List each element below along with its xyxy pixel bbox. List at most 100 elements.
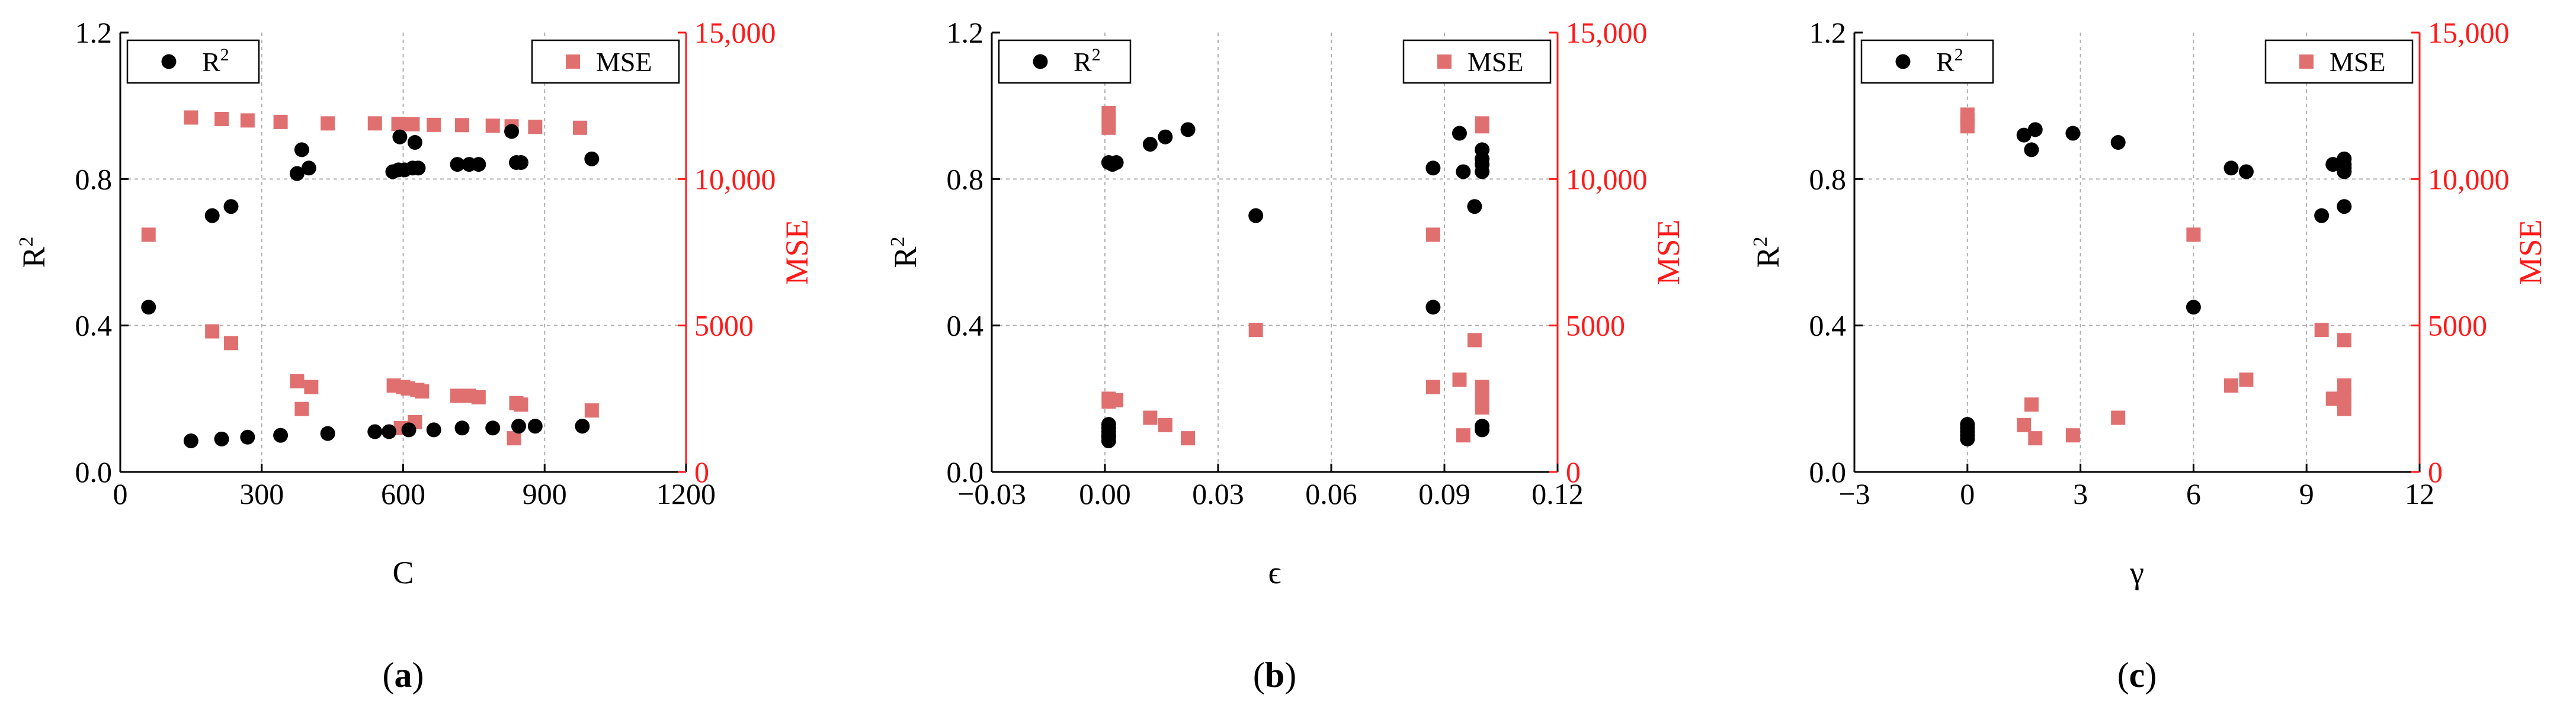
r2-point <box>2027 122 2043 137</box>
panel-label-close: ) <box>2145 656 2157 695</box>
y-tick-label-right: 10,000 <box>2428 162 2510 195</box>
r2-point <box>1101 417 1116 432</box>
x-tick-label: 3 <box>2073 477 2088 510</box>
x-tick-label: 1200 <box>656 477 716 510</box>
r2-point <box>2110 135 2126 150</box>
r2-point <box>2024 142 2039 158</box>
x-tick-label: 9 <box>2299 477 2314 510</box>
panel-label-close: ) <box>1284 656 1296 695</box>
y-tick-label-right: 5000 <box>1566 309 1625 342</box>
mse-point <box>514 397 528 412</box>
r2-point <box>426 422 441 438</box>
mse-point <box>454 118 469 133</box>
y-tick-label-left: 0.8 <box>1809 162 1847 195</box>
legend-r2-label: R2 <box>202 45 229 77</box>
legend-r2-sup: 2 <box>1092 45 1101 65</box>
r2-point <box>301 160 316 176</box>
x-tick-label: 0.03 <box>1192 477 1244 510</box>
panel-label-letter: b <box>1265 656 1284 695</box>
legend-r2-sup: 2 <box>1955 45 1963 65</box>
x-axis-title: ϵ <box>1268 555 1281 590</box>
y-axis-title-right: MSE <box>779 219 815 285</box>
panel-label: (c) <box>2117 656 2157 695</box>
panel-a: 0 300 600 900 1200 0.0 0.4 0.8 1.2 0 5000 10,000 15,… <box>15 16 815 695</box>
mse-point <box>528 120 543 134</box>
mse-point <box>184 110 198 125</box>
r2-point <box>513 155 528 171</box>
y-tick-label-right: 5000 <box>2428 309 2487 342</box>
mse-point <box>415 384 430 399</box>
legend-mse-box <box>531 39 680 84</box>
mse-point <box>391 117 406 131</box>
mse-point <box>290 374 305 388</box>
mse-point <box>214 111 229 126</box>
legend-mse-marker <box>1437 54 1452 69</box>
mse-point <box>1101 106 1116 121</box>
r2-point <box>214 431 229 446</box>
y-axis-title-right: MSE <box>1651 219 1686 285</box>
x-tick-label: 0.00 <box>1079 477 1131 510</box>
panel-label-letter: c <box>2129 656 2145 695</box>
r2-point <box>1142 137 1158 152</box>
mse-point <box>321 116 335 131</box>
x-tick-label: 300 <box>239 477 284 510</box>
y-tick-label-right: 10,000 <box>694 162 776 195</box>
mse-point <box>2065 428 2080 443</box>
legend-mse-label: MSE <box>596 47 652 77</box>
mse-point <box>1467 333 1482 348</box>
r2-point <box>1475 419 1490 434</box>
y-axis-title-left: R2 <box>1750 236 1786 268</box>
r2-point <box>471 157 486 172</box>
mse-point <box>1475 380 1489 394</box>
mse-point <box>427 117 441 132</box>
legend-mse-marker <box>2299 54 2314 69</box>
mse-point <box>2028 431 2043 446</box>
x-tick-label: 0.06 <box>1305 477 1357 510</box>
x-axis-title: γ <box>2129 555 2144 590</box>
r2-point <box>401 422 416 438</box>
y-tick-label-left: 1.2 <box>947 16 984 49</box>
mse-point <box>572 120 587 135</box>
y-axis-title-left-sup: 2 <box>887 236 909 246</box>
legend-r2-sup: 2 <box>220 45 229 65</box>
legend-r2-label: R2 <box>1074 45 1101 77</box>
mse-point <box>2186 227 2201 242</box>
y-tick-label-right: 15,000 <box>1566 16 1648 49</box>
y-tick-label-left: 1.2 <box>1809 16 1847 49</box>
mse-point <box>1475 119 1489 134</box>
y-axis-title-left: R2 <box>887 236 923 268</box>
r2-point <box>1180 122 1196 137</box>
r2-point <box>2325 157 2341 172</box>
r2-point <box>367 424 383 439</box>
mse-point <box>485 118 500 133</box>
r2-point <box>1158 129 1173 144</box>
panel-label: (a) <box>383 656 424 695</box>
r2-point <box>2223 160 2239 176</box>
r2-point <box>204 208 220 223</box>
legend-mse-label: MSE <box>1468 47 1524 77</box>
mse-point <box>1452 372 1467 387</box>
r2-point <box>527 419 543 434</box>
legend-r2-marker <box>1033 54 1048 69</box>
mse-point <box>273 114 288 129</box>
r2-point <box>2238 164 2254 179</box>
panel-b: −0.03 0.00 0.03 0.06 0.09 0.12 0.0 0.4 0.8 1.2 0 50… <box>887 16 1686 695</box>
legend-r2-box <box>998 39 1132 84</box>
mse-point <box>1456 428 1470 443</box>
r2-point <box>2065 126 2081 141</box>
r2-point <box>1475 142 1490 158</box>
x-tick-label: 0 <box>113 477 128 510</box>
r2-point <box>1425 300 1441 315</box>
mse-point <box>2024 397 2039 412</box>
y-tick-label-right: 5000 <box>694 309 754 342</box>
x-tick-label: 0.09 <box>1418 477 1470 510</box>
r2-point <box>1108 155 1124 171</box>
mse-point <box>1960 107 1975 122</box>
y-tick-label-right: 10,000 <box>1566 162 1648 195</box>
y-tick-label-left: 0.8 <box>947 162 984 195</box>
mse-point <box>294 401 309 416</box>
r2-point <box>1456 164 1471 179</box>
legend-mse-box <box>1402 39 1552 84</box>
